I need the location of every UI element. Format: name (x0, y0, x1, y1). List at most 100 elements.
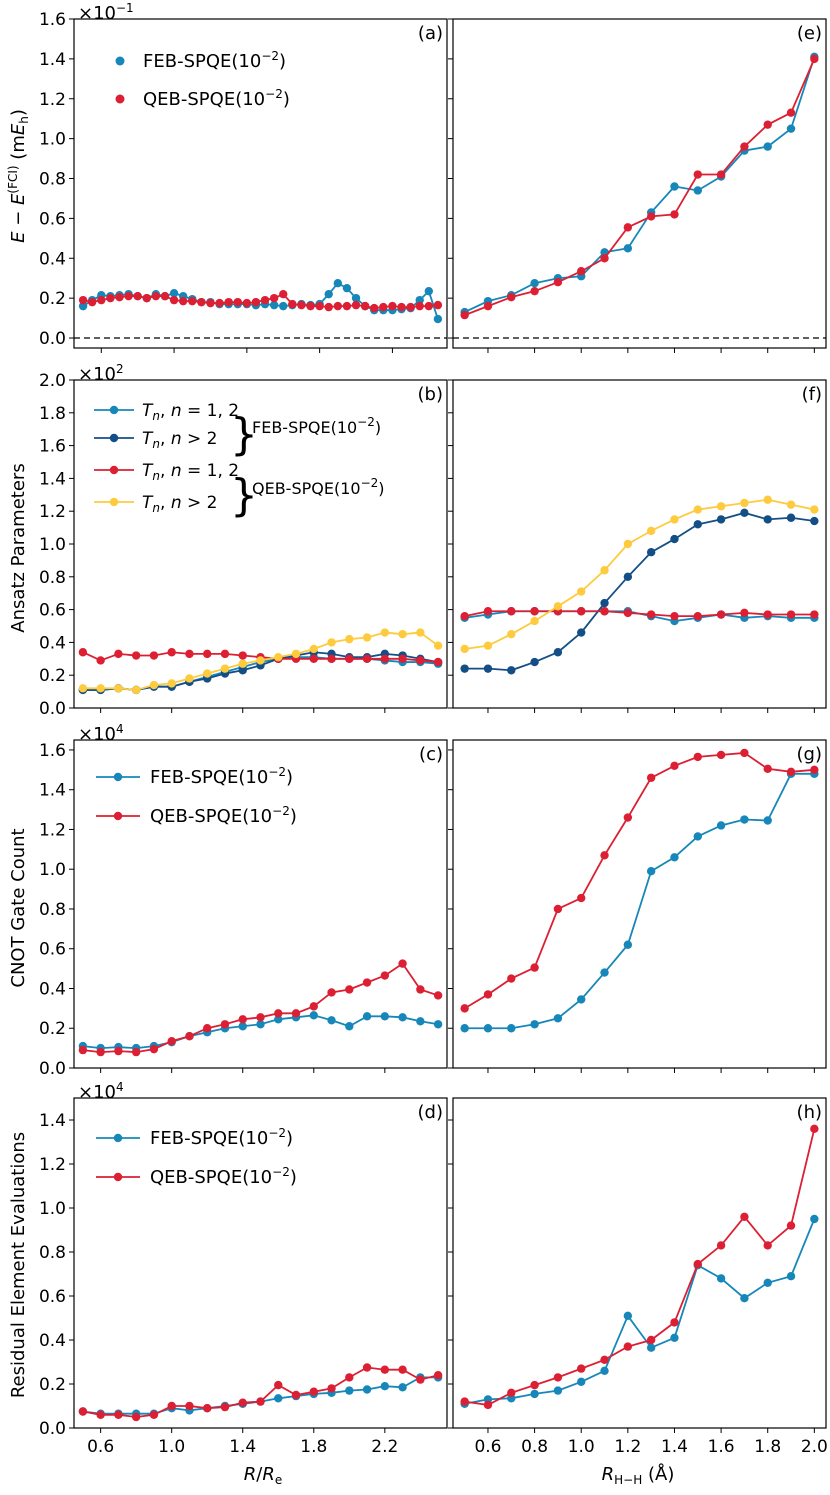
data-point (233, 297, 242, 307)
data-point (274, 1380, 283, 1390)
xtick-label-h: 1.2 (614, 1437, 641, 1457)
data-point (507, 1388, 516, 1398)
axes-frame-c (73, 739, 448, 1069)
xtick-label-h: 1.6 (708, 1437, 735, 1457)
data-point (238, 1022, 247, 1031)
data-point (786, 500, 796, 509)
ytick-label-a: 0.4 (39, 249, 66, 269)
data-point (114, 1046, 123, 1056)
panel-label-a: (a) (418, 23, 443, 44)
legend-qeb-tn12-marker (109, 465, 119, 475)
data-point (623, 572, 633, 581)
data-point (507, 292, 516, 302)
data-point (740, 142, 749, 151)
legend-qeb-d-marker (113, 1172, 123, 1182)
multiplier-c: ×104 (78, 722, 124, 745)
data-point (483, 1400, 493, 1410)
data-point (600, 1366, 609, 1376)
series-h-1 (460, 1124, 819, 1410)
ytick-label-b: 1.8 (39, 404, 66, 424)
data-point (600, 851, 609, 860)
data-point (600, 968, 609, 977)
data-point (693, 520, 702, 529)
ytick-label-a: 0.2 (39, 289, 66, 309)
data-point (623, 940, 633, 949)
data-point (507, 974, 516, 983)
data-point (763, 610, 772, 619)
data-point (78, 295, 88, 305)
data-point (342, 301, 352, 311)
data-point (530, 278, 539, 288)
data-point (151, 291, 161, 301)
data-point (291, 1390, 301, 1400)
ytick-label-b: 2.0 (39, 371, 66, 391)
panels: 0.00.20.40.60.81.01.21.41.6(a) (e)0.00.20… (39, 10, 828, 1457)
data-point (327, 1016, 336, 1025)
data-point (460, 1397, 469, 1406)
data-point (646, 212, 656, 221)
data-point (256, 1020, 265, 1029)
data-point (380, 1365, 390, 1374)
data-point (309, 644, 318, 654)
legend-feb-c-marker (113, 772, 123, 782)
data-point (87, 297, 97, 307)
data-point (220, 664, 230, 673)
series-d-1 (78, 1363, 443, 1422)
xtick-label-h: 0.8 (521, 1437, 548, 1457)
data-point (530, 607, 539, 616)
ytick-label-b: 0.0 (39, 699, 66, 719)
series-line (464, 58, 816, 316)
data-point (577, 607, 586, 616)
data-point (810, 765, 819, 775)
data-point (309, 654, 318, 663)
data-point (345, 634, 354, 644)
series-a-1 (78, 289, 443, 313)
data-point (142, 293, 151, 303)
data-point (380, 654, 390, 663)
data-point (149, 1410, 159, 1420)
data-point (646, 773, 656, 782)
data-point (646, 1343, 656, 1352)
data-point (309, 1387, 318, 1396)
ylabel-energy-error: E − E(FCI) (mEh) (6, 109, 31, 243)
data-point (203, 669, 212, 678)
data-point (483, 607, 493, 616)
data-point (160, 291, 170, 301)
data-point (670, 611, 679, 621)
data-point (185, 1401, 194, 1411)
data-point (327, 1384, 336, 1393)
data-point (786, 513, 796, 522)
data-point (670, 1318, 679, 1327)
data-point (131, 1412, 141, 1422)
axes-frame-d (73, 1097, 448, 1429)
data-point (433, 1371, 443, 1380)
data-point (507, 666, 516, 675)
data-point (693, 752, 702, 762)
data-point (398, 654, 407, 663)
brace-label-feb: FEB-SPQE(10−2) (252, 415, 381, 437)
legend-qeb-d-label: QEB-SPQE(10−2) (150, 1165, 297, 1188)
series-line (464, 1218, 816, 1405)
data-point (600, 254, 609, 263)
panel-c: 0.0 0.2 0.4 0.6 0.8 1.0 1.2 1.4 1.6 (c) (39, 739, 448, 1079)
ytick-label-c: 0.4 (39, 979, 66, 999)
data-point (433, 657, 443, 667)
data-point (351, 293, 361, 303)
data-point (224, 297, 233, 307)
data-point (507, 607, 516, 616)
data-point (786, 108, 796, 117)
data-point (78, 1407, 88, 1416)
data-point (553, 602, 563, 611)
data-point (362, 633, 372, 642)
data-point (124, 291, 133, 301)
data-point (600, 598, 609, 608)
data-point (424, 301, 434, 311)
data-point (460, 1004, 469, 1013)
panel-a: 0.0 0.2 0.4 0.6 0.8 1.0 1.2 1.4 1.6 (a) (39, 10, 448, 353)
data-point (260, 295, 270, 305)
xtick-label-d: 2.2 (371, 1437, 398, 1457)
data-point (716, 515, 726, 524)
data-point (460, 644, 469, 654)
data-point (460, 310, 469, 320)
ytick-label-c: 1.0 (39, 860, 66, 880)
